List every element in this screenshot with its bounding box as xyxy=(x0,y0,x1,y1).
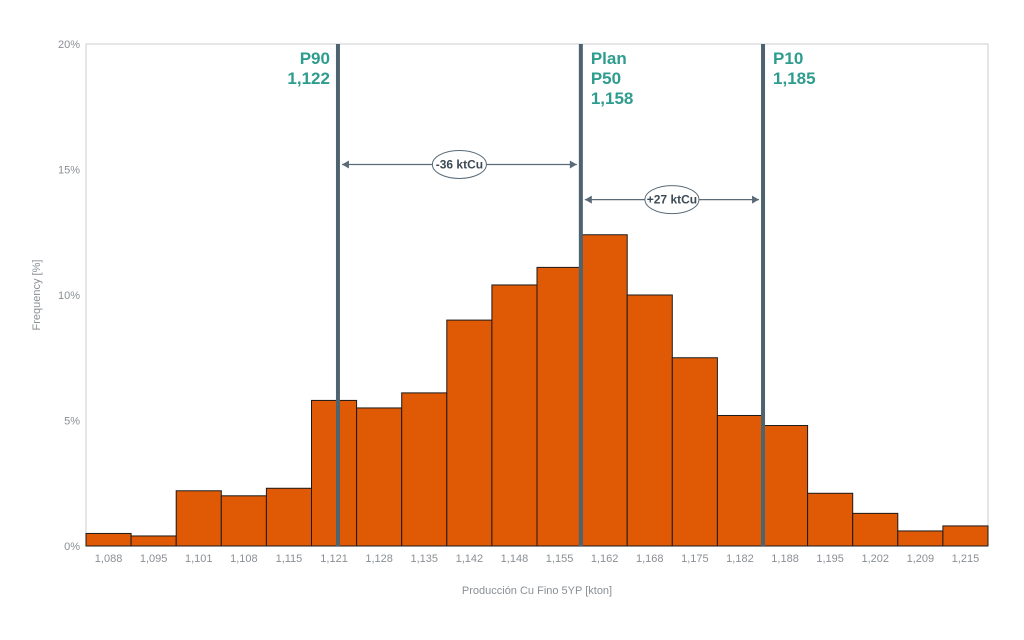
bar xyxy=(852,512,899,547)
bar xyxy=(762,425,809,547)
x-tick-label: 1,215 xyxy=(952,553,980,565)
x-tick-label: 1,101 xyxy=(185,553,213,565)
range-arrowhead-right xyxy=(569,160,577,169)
x-tick-label: 1,202 xyxy=(861,553,889,565)
percentile-label: P90 xyxy=(300,49,330,68)
y-tick-label: 15% xyxy=(58,165,80,177)
percentile-label: 1,185 xyxy=(773,69,816,88)
x-tick-label: 1,142 xyxy=(456,553,484,565)
percentile-label: 1,122 xyxy=(287,69,330,88)
x-tick-label: 1,162 xyxy=(591,553,619,565)
percentile-label: P10 xyxy=(773,49,803,68)
x-tick-label: 1,121 xyxy=(320,553,348,565)
x-tick-label: 1,195 xyxy=(816,553,844,565)
x-tick-label: 1,168 xyxy=(636,553,664,565)
range-label: +27 ktCu xyxy=(647,193,697,207)
percentile-label: P50 xyxy=(591,69,621,88)
x-tick-label: 1,108 xyxy=(230,553,258,565)
bar xyxy=(130,535,177,547)
bar xyxy=(220,495,267,547)
y-tick-label: 10% xyxy=(58,290,80,302)
x-tick-labels: 1,088 1,095 1,101 1,108 1,115 1,121 1,128 1,135… xyxy=(95,553,979,565)
bar xyxy=(807,492,854,547)
bar xyxy=(265,487,312,547)
x-tick-label: 1,155 xyxy=(546,553,574,565)
x-tick-label: 1,188 xyxy=(771,553,799,565)
range-label-bubble xyxy=(431,149,487,179)
range-annotations: -36 ktCu +27 ktCu xyxy=(341,149,760,215)
range-arrowhead-right xyxy=(752,195,760,204)
range-label: -36 ktCu xyxy=(436,157,483,171)
percentile-label: 1,158 xyxy=(591,89,634,108)
x-tick-label: 1,209 xyxy=(907,553,935,565)
x-tick-label: 1,088 xyxy=(95,553,123,565)
bar xyxy=(942,525,989,547)
bar xyxy=(626,294,673,547)
bar xyxy=(671,357,718,547)
bar xyxy=(401,392,448,547)
x-tick-label: 1,095 xyxy=(140,553,168,565)
bar xyxy=(175,490,222,547)
bar xyxy=(85,532,132,547)
x-tick-label: 1,175 xyxy=(681,553,709,565)
y-tick-label: 20% xyxy=(58,39,80,51)
y-axis-title: Frequency [%] xyxy=(31,260,43,331)
x-tick-label: 1,128 xyxy=(365,553,393,565)
range-label-bubble xyxy=(644,185,700,215)
bar xyxy=(356,407,403,547)
x-axis-title: Producción Cu Fino 5YP [kton] xyxy=(462,585,612,597)
percentile-label: Plan xyxy=(591,49,627,68)
y-tick-label: 5% xyxy=(64,416,80,428)
range-arrowhead-left xyxy=(584,195,592,204)
range-arrowhead-left xyxy=(341,160,349,169)
x-tick-label: 1,148 xyxy=(501,553,529,565)
bar xyxy=(716,414,764,547)
y-tick-label: 0% xyxy=(64,541,80,553)
x-tick-label: 1,115 xyxy=(276,553,303,565)
x-tick-label: 1,182 xyxy=(726,553,754,565)
bar xyxy=(581,234,628,547)
bar xyxy=(897,530,944,547)
y-tick-labels: 0% 5% 10% 15% 20% xyxy=(58,39,80,553)
x-tick-label: 1,135 xyxy=(410,553,438,565)
bar xyxy=(311,399,358,547)
bar xyxy=(446,319,493,547)
bars-group xyxy=(85,234,989,547)
bar xyxy=(491,284,538,547)
bar xyxy=(536,266,583,547)
